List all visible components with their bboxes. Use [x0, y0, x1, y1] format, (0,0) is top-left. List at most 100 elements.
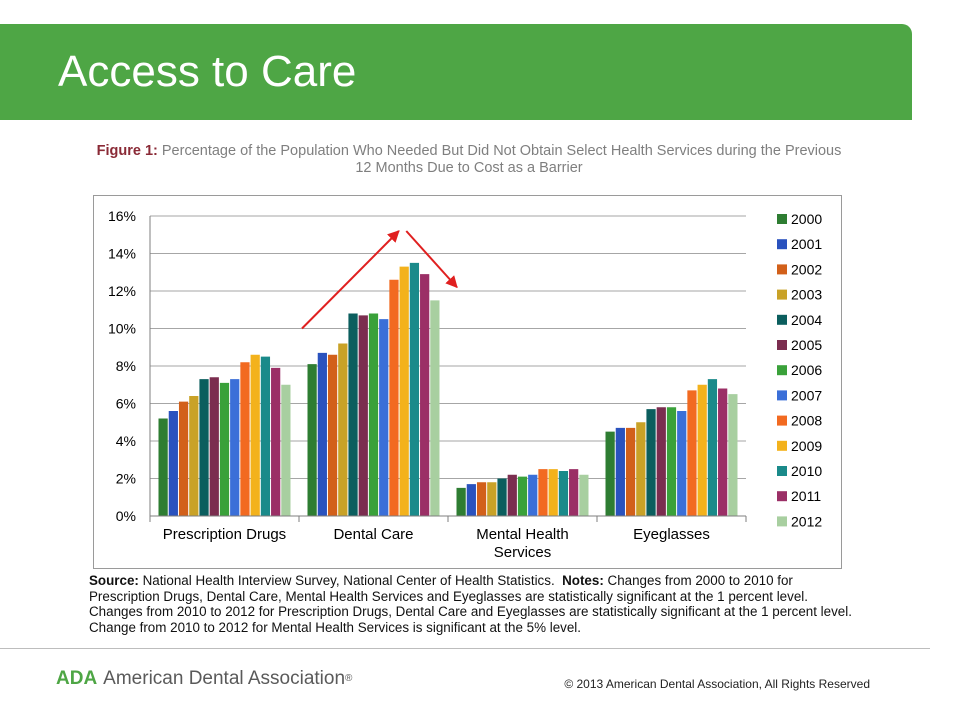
source-notes: Source: National Health Interview Survey… [89, 573, 857, 635]
legend-swatch-2011 [777, 491, 787, 502]
trend-arrow-down [405, 230, 458, 289]
bar-2005-dental-care [358, 315, 368, 516]
legend-swatch-2005 [777, 340, 787, 350]
bar-2007-prescription-drugs [230, 379, 240, 516]
x-tick-label: Mental Health [476, 526, 569, 543]
legend-swatch-2004 [777, 314, 787, 325]
bar-2012-eyeglasses [728, 394, 738, 516]
bar-2002-prescription-drugs [178, 401, 189, 516]
bar-2004-dental-care [348, 313, 358, 516]
bar-2003-mental-health-services [487, 482, 497, 516]
bar-2006-mental-health-services [517, 476, 528, 516]
legend-label-2000: 2000 [791, 211, 822, 227]
source-label: Source: [89, 573, 139, 588]
bar-2003-dental-care [338, 343, 348, 516]
legend-label-2011: 2011 [791, 488, 821, 504]
copyright-notice: © 2013 American Dental Association, All … [564, 677, 870, 691]
ada-logo-name: American Dental Association [103, 668, 346, 689]
bar-2003-eyeglasses [636, 422, 646, 516]
y-tick-label: 10% [108, 321, 136, 337]
bar-2000-dental-care [307, 364, 317, 516]
bar-2011-eyeglasses [718, 388, 728, 516]
bar-2009-mental-health-services [548, 469, 558, 516]
legend-label-2002: 2002 [791, 261, 822, 277]
legend-label-2003: 2003 [791, 287, 822, 303]
bar-2009-dental-care [399, 266, 409, 516]
bar-2007-dental-care [379, 319, 389, 516]
source-text: National Health Interview Survey, Nation… [142, 573, 555, 588]
legend-swatch-2009 [777, 440, 787, 451]
bar-2002-dental-care [327, 354, 338, 516]
bar-2000-mental-health-services [456, 487, 466, 516]
bar-2006-eyeglasses [666, 407, 677, 516]
bar-2000-prescription-drugs [158, 418, 168, 516]
bar-2001-prescription-drugs [168, 411, 178, 516]
bar-2008-dental-care [389, 279, 399, 516]
y-tick-label: 12% [108, 283, 136, 299]
ada-logo-abbrev: ADA [56, 668, 98, 689]
legend-swatch-2007 [777, 390, 787, 401]
y-tick-label: 14% [108, 246, 136, 262]
bar-2007-mental-health-services [528, 474, 538, 516]
bar-2006-prescription-drugs [219, 382, 230, 516]
y-tick-label: 6% [116, 396, 136, 412]
trend-arrow-up [301, 230, 400, 330]
legend-swatch-2001 [777, 239, 787, 250]
bar-2012-prescription-drugs [281, 384, 291, 516]
bar-2011-dental-care [420, 274, 430, 516]
legend-swatch-2003 [777, 289, 787, 300]
legend-label-2010: 2010 [791, 463, 822, 479]
bar-2010-mental-health-services [558, 471, 569, 516]
bar-2003-prescription-drugs [189, 396, 199, 516]
bar-2004-eyeglasses [646, 409, 656, 516]
chart-frame: 0% 2% 4% 6% 8% 10% 12% 14% 16% Prescription Drugs… [93, 195, 842, 569]
title-banner [0, 24, 912, 120]
bar-2005-prescription-drugs [209, 377, 219, 516]
bar-2004-prescription-drugs [199, 379, 209, 516]
bar-2005-eyeglasses [656, 407, 666, 516]
legend-swatch-2000 [777, 214, 787, 224]
figure-label: Figure 1: [96, 143, 158, 159]
y-tick-label: 8% [116, 358, 136, 374]
bar-2008-eyeglasses [687, 390, 697, 516]
legend-swatch-2002 [777, 264, 787, 275]
bar-2010-eyeglasses [707, 379, 718, 516]
bar-2000-eyeglasses [605, 431, 615, 516]
notes-label: Notes: [562, 573, 604, 588]
legend-label-2005: 2005 [791, 337, 822, 353]
x-tick-label: Prescription Drugs [163, 526, 286, 543]
y-tick-label: 16% [108, 208, 136, 224]
legend-label-2008: 2008 [791, 413, 822, 429]
bar-2001-mental-health-services [466, 484, 476, 516]
legend-swatch-2006 [777, 365, 787, 376]
legend-label-2006: 2006 [791, 362, 822, 378]
bar-2010-prescription-drugs [260, 356, 271, 516]
legend-label-2007: 2007 [791, 387, 822, 403]
x-tick-label: Services [494, 544, 552, 561]
x-tick-label: Dental Care [333, 526, 413, 543]
y-tick-label: 4% [116, 433, 136, 449]
bar-2011-mental-health-services [569, 469, 579, 516]
bar-chart: 0% 2% 4% 6% 8% 10% 12% 14% 16% Prescription Drugs… [108, 208, 822, 561]
figure-caption: Figure 1: Percentage of the Population W… [88, 143, 850, 177]
bar-2009-prescription-drugs [250, 354, 260, 516]
legend-swatch-2010 [777, 466, 787, 476]
bar-2012-dental-care [430, 300, 440, 516]
x-tick-label: Eyeglasses [633, 526, 710, 543]
slide-title: Access to Care [58, 47, 357, 96]
bar-2002-eyeglasses [625, 427, 636, 516]
legend-label-2001: 2001 [791, 236, 822, 252]
bar-2002-mental-health-services [476, 482, 487, 516]
legend-swatch-2012 [777, 516, 787, 527]
bar-2004-mental-health-services [497, 478, 507, 516]
bar-2011-prescription-drugs [271, 367, 281, 516]
legend-label-2004: 2004 [791, 312, 822, 328]
bar-2008-prescription-drugs [240, 362, 250, 516]
bar-2005-mental-health-services [507, 474, 517, 516]
legend-swatch-2008 [777, 415, 787, 426]
bar-2009-eyeglasses [697, 384, 707, 516]
bar-2008-mental-health-services [538, 469, 548, 516]
bar-2010-dental-care [409, 262, 420, 516]
bar-2007-eyeglasses [677, 411, 687, 516]
figure-caption-text: Percentage of the Population Who Needed … [161, 143, 842, 176]
